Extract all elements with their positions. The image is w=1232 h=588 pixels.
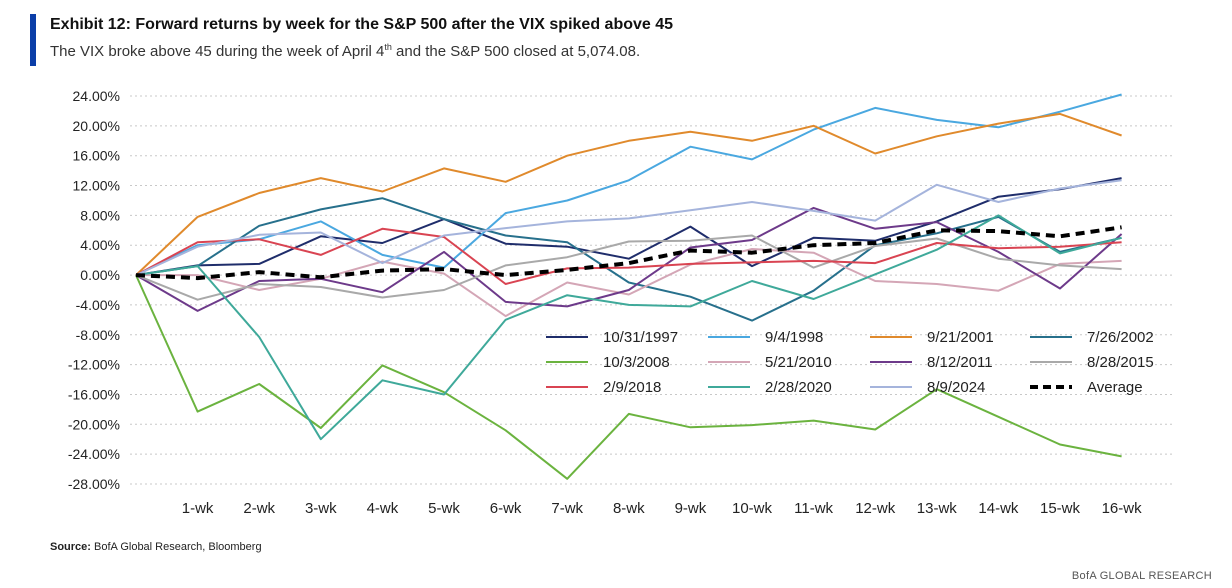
subtitle-text-start: The VIX broke above 45 during the week o… (50, 43, 385, 60)
source-label: Source: (50, 541, 91, 553)
x-tick-label: 5-wk (428, 500, 460, 517)
series-line-4 (135, 274, 1122, 480)
legend-label: 10/3/2008 (603, 354, 670, 371)
legend-label: 10/31/1997 (603, 329, 678, 346)
x-tick-label: 4-wk (367, 500, 399, 517)
chart-title: Exhibit 12: Forward returns by week for … (50, 16, 674, 33)
source-note: Source: BofA Global Research, Bloomberg (50, 541, 262, 553)
legend-label: 8/28/2015 (1087, 354, 1154, 371)
series-line-10 (135, 179, 1122, 277)
y-tick-label: -24.00% (68, 446, 120, 462)
series-line-8 (135, 227, 1122, 285)
y-tick-label: -20.00% (68, 416, 120, 432)
x-tick-label: 8-wk (613, 500, 645, 517)
source-text: BofA Global Research, Bloomberg (90, 541, 262, 553)
x-tick-label: 16-wk (1102, 500, 1143, 517)
legend-label: Average (1087, 379, 1143, 396)
y-tick-label: 0.00% (80, 267, 120, 283)
legend-label: 8/12/2011 (927, 354, 993, 371)
x-tick-label: 3-wk (305, 500, 337, 517)
y-tick-label: 4.00% (80, 237, 120, 253)
series-line-5 (136, 248, 1122, 318)
series-lines (135, 93, 1123, 480)
legend-label: 2/28/2020 (765, 379, 832, 396)
subtitle-text-end: and the S&P 500 closed at 5,074.08. (391, 43, 641, 60)
x-tick-label: 2-wk (243, 500, 275, 517)
x-tick-label: 7-wk (551, 500, 583, 517)
series-line-0 (135, 177, 1122, 277)
y-tick-label: 24.00% (73, 88, 120, 104)
y-tick-label: -28.00% (68, 476, 120, 492)
y-tick-label: 20.00% (73, 118, 120, 134)
y-tick-label: -8.00% (76, 327, 120, 343)
chart-grid (130, 95, 1172, 485)
x-tick-label: 1-wk (182, 500, 214, 517)
legend-label: 2/9/2018 (603, 379, 661, 396)
legend-label: 9/4/1998 (765, 329, 823, 346)
y-tick-label: -16.00% (68, 386, 120, 402)
x-axis-tick-labels: 1-wk 2-wk 3-wk 4-wk 5-wk 6-wk 7-wk 8-wk 9-wk 10-w… (182, 500, 1142, 517)
x-tick-label: 6-wk (490, 500, 522, 517)
y-tick-label: -12.00% (68, 357, 120, 373)
series-line-1 (135, 93, 1122, 276)
legend-label: 5/21/2010 (765, 354, 832, 371)
subtitle-superscript: th (384, 42, 392, 52)
legend-label: 8/9/2024 (927, 379, 985, 396)
y-axis-tick-labels: 24.00% 20.00% 16.00% 12.00% 8.00% 4.00% 0.00% -… (68, 88, 120, 492)
title-accent-bar (30, 14, 36, 66)
x-tick-label: 9-wk (675, 500, 707, 517)
x-tick-label: 12-wk (855, 500, 896, 517)
series-line-2 (135, 112, 1122, 276)
brand-footer: BofA GLOBAL RESEARCH (1071, 570, 1212, 582)
x-tick-label: 10-wk (732, 500, 773, 517)
legend-label: 7/26/2002 (1087, 329, 1154, 346)
x-tick-label: 14-wk (978, 500, 1019, 517)
chart-legend: 10/31/1997 9/4/1998 9/21/2001 7/26/2002 10/3… (546, 329, 1154, 396)
series-line-9 (135, 214, 1122, 441)
y-tick-label: 12.00% (73, 178, 120, 194)
y-tick-label: 8.00% (80, 207, 120, 223)
legend-label: 9/21/2001 (927, 329, 994, 346)
x-tick-label: 15-wk (1040, 500, 1081, 517)
y-tick-label: -4.00% (76, 297, 120, 313)
series-line-3 (135, 197, 1122, 322)
x-tick-label: 11-wk (794, 500, 833, 517)
x-tick-label: 13-wk (917, 500, 958, 517)
chart-subtitle: The VIX broke above 45 during the week o… (50, 42, 640, 60)
y-tick-label: 16.00% (73, 148, 120, 164)
series-line-11 (135, 225, 1122, 281)
